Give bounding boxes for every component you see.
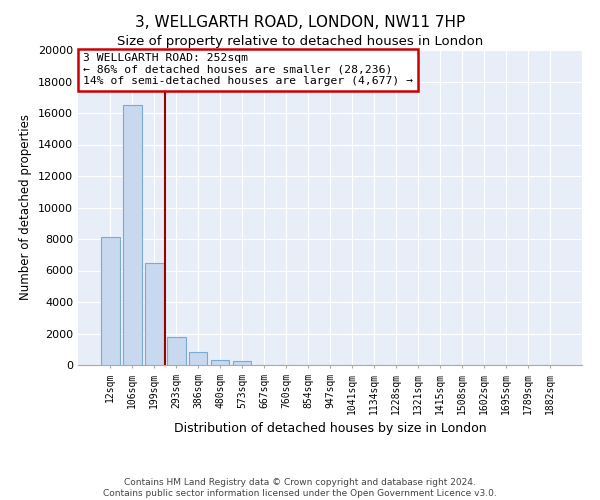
Text: 3, WELLGARTH ROAD, LONDON, NW11 7HP: 3, WELLGARTH ROAD, LONDON, NW11 7HP [135, 15, 465, 30]
Text: Contains HM Land Registry data © Crown copyright and database right 2024.
Contai: Contains HM Land Registry data © Crown c… [103, 478, 497, 498]
Text: 3 WELLGARTH ROAD: 252sqm
← 86% of detached houses are smaller (28,236)
14% of se: 3 WELLGARTH ROAD: 252sqm ← 86% of detach… [83, 53, 413, 86]
Bar [145, 262, 164, 365]
Bar [233, 361, 251, 365]
Bar [211, 360, 229, 365]
Bar [123, 105, 142, 365]
Bar [101, 238, 119, 365]
Bar [167, 336, 185, 365]
Text: Size of property relative to detached houses in London: Size of property relative to detached ho… [117, 35, 483, 48]
X-axis label: Distribution of detached houses by size in London: Distribution of detached houses by size … [173, 422, 487, 435]
Bar [189, 352, 208, 365]
Y-axis label: Number of detached properties: Number of detached properties [19, 114, 32, 300]
